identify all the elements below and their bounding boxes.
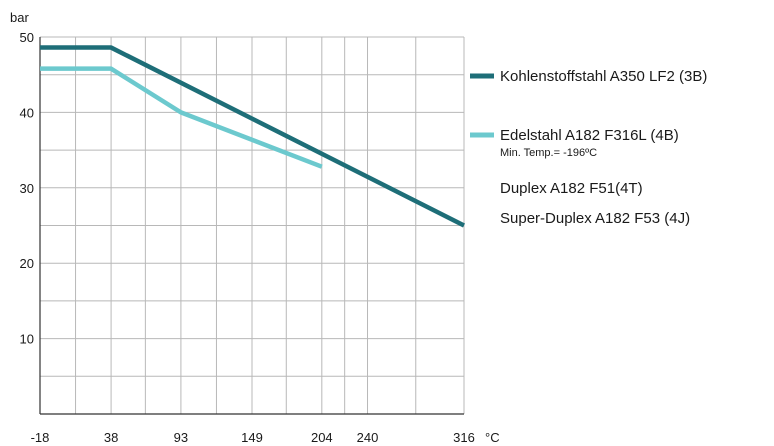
x-tick-label: 93 <box>174 430 188 445</box>
legend-extra-1: Super-Duplex A182 F53 (4J) <box>500 210 690 227</box>
legend-label-0: Kohlenstoffstahl A350 LF2 (3B) <box>500 68 707 85</box>
y-tick-label: 10 <box>20 332 34 347</box>
grid <box>39 36 465 414</box>
axes <box>39 37 464 415</box>
series-line-1 <box>40 66 323 169</box>
x-tick-label: 149 <box>241 430 263 445</box>
legend-note-1: Min. Temp.= -196ºC <box>500 147 597 159</box>
legend-label-1: Edelstahl A182 F316L (4B) <box>500 127 679 144</box>
y-tick-label: 20 <box>20 256 34 271</box>
x-tick-label: 38 <box>104 430 118 445</box>
y-axis-unit: bar <box>10 10 29 25</box>
x-tick-label: 316 <box>453 430 475 445</box>
y-tick-label: 50 <box>20 30 34 45</box>
y-tick-label: 40 <box>20 105 34 120</box>
series-layer <box>40 45 466 228</box>
tick-labels: 10 20 30 40 50 -18 38 93 149 204 240 316 <box>20 30 475 445</box>
x-tick-label: 240 <box>357 430 379 445</box>
y-tick-label: 30 <box>20 181 34 196</box>
x-tick-label: 204 <box>311 430 333 445</box>
x-tick-label: -18 <box>31 430 50 445</box>
series-line-0 <box>40 45 466 228</box>
legend: Kohlenstoffstahl A350 LF2 (3B) Edelstahl… <box>470 68 707 227</box>
legend-extra-0: Duplex A182 F51(4T) <box>500 180 643 197</box>
x-axis-unit: °C <box>485 430 500 445</box>
